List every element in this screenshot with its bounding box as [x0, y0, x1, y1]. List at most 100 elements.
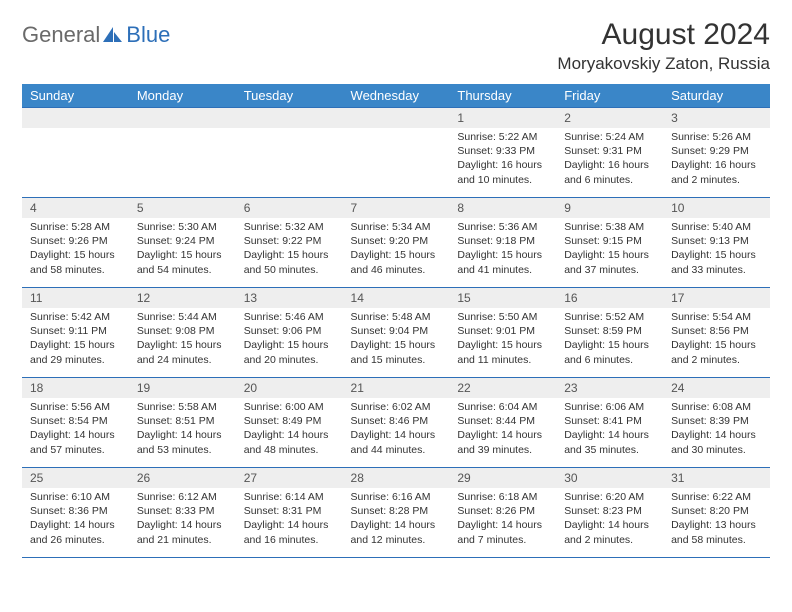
daylight-text: Daylight: 15 hours and 54 minutes.: [137, 248, 228, 276]
sunrise-text: Sunrise: 6:20 AM: [564, 490, 655, 504]
sunrise-text: Sunrise: 5:34 AM: [351, 220, 442, 234]
sunrise-text: Sunrise: 6:18 AM: [457, 490, 548, 504]
month-title: August 2024: [557, 18, 770, 52]
calendar-day-cell: 17Sunrise: 5:54 AMSunset: 8:56 PMDayligh…: [663, 288, 770, 378]
daylight-text: Daylight: 14 hours and 48 minutes.: [244, 428, 335, 456]
daylight-text: Daylight: 15 hours and 24 minutes.: [137, 338, 228, 366]
sunset-text: Sunset: 9:11 PM: [30, 324, 121, 338]
calendar-day-cell: 8Sunrise: 5:36 AMSunset: 9:18 PMDaylight…: [449, 198, 556, 288]
day-details: Sunrise: 6:08 AMSunset: 8:39 PMDaylight:…: [663, 398, 770, 461]
calendar-day-cell: 20Sunrise: 6:00 AMSunset: 8:49 PMDayligh…: [236, 378, 343, 468]
sunset-text: Sunset: 9:24 PM: [137, 234, 228, 248]
day-number: 3: [663, 108, 770, 128]
day-details: Sunrise: 5:36 AMSunset: 9:18 PMDaylight:…: [449, 218, 556, 281]
sunset-text: Sunset: 9:22 PM: [244, 234, 335, 248]
daylight-text: Daylight: 14 hours and 2 minutes.: [564, 518, 655, 546]
day-details: Sunrise: 5:58 AMSunset: 8:51 PMDaylight:…: [129, 398, 236, 461]
sunset-text: Sunset: 8:59 PM: [564, 324, 655, 338]
calendar-week-row: 11Sunrise: 5:42 AMSunset: 9:11 PMDayligh…: [22, 288, 770, 378]
calendar-day-cell: 14Sunrise: 5:48 AMSunset: 9:04 PMDayligh…: [343, 288, 450, 378]
sunset-text: Sunset: 9:13 PM: [671, 234, 762, 248]
day-details: Sunrise: 6:22 AMSunset: 8:20 PMDaylight:…: [663, 488, 770, 551]
calendar-day-cell: 10Sunrise: 5:40 AMSunset: 9:13 PMDayligh…: [663, 198, 770, 288]
sunrise-text: Sunrise: 6:10 AM: [30, 490, 121, 504]
logo-text-blue: Blue: [126, 22, 170, 48]
calendar-day-cell: 26Sunrise: 6:12 AMSunset: 8:33 PMDayligh…: [129, 468, 236, 558]
day-details: Sunrise: 6:18 AMSunset: 8:26 PMDaylight:…: [449, 488, 556, 551]
calendar-empty-cell: [129, 108, 236, 198]
daylight-text: Daylight: 15 hours and 58 minutes.: [30, 248, 121, 276]
day-number: 28: [343, 468, 450, 488]
sunset-text: Sunset: 8:56 PM: [671, 324, 762, 338]
calendar-day-cell: 11Sunrise: 5:42 AMSunset: 9:11 PMDayligh…: [22, 288, 129, 378]
day-details: Sunrise: 5:24 AMSunset: 9:31 PMDaylight:…: [556, 128, 663, 191]
day-details: Sunrise: 5:44 AMSunset: 9:08 PMDaylight:…: [129, 308, 236, 371]
daylight-text: Daylight: 15 hours and 11 minutes.: [457, 338, 548, 366]
calendar-day-cell: 23Sunrise: 6:06 AMSunset: 8:41 PMDayligh…: [556, 378, 663, 468]
sunrise-text: Sunrise: 5:58 AM: [137, 400, 228, 414]
calendar-week-row: 4Sunrise: 5:28 AMSunset: 9:26 PMDaylight…: [22, 198, 770, 288]
sunrise-text: Sunrise: 5:30 AM: [137, 220, 228, 234]
daylight-text: Daylight: 15 hours and 6 minutes.: [564, 338, 655, 366]
sunrise-text: Sunrise: 5:46 AM: [244, 310, 335, 324]
day-details: Sunrise: 5:34 AMSunset: 9:20 PMDaylight:…: [343, 218, 450, 281]
daylight-text: Daylight: 15 hours and 41 minutes.: [457, 248, 548, 276]
daylight-text: Daylight: 14 hours and 53 minutes.: [137, 428, 228, 456]
sunset-text: Sunset: 9:01 PM: [457, 324, 548, 338]
day-number: 2: [556, 108, 663, 128]
calendar-empty-cell: [236, 108, 343, 198]
day-details: Sunrise: 5:48 AMSunset: 9:04 PMDaylight:…: [343, 308, 450, 371]
sunrise-text: Sunrise: 6:02 AM: [351, 400, 442, 414]
daylight-text: Daylight: 15 hours and 29 minutes.: [30, 338, 121, 366]
day-number: 5: [129, 198, 236, 218]
day-details: Sunrise: 6:12 AMSunset: 8:33 PMDaylight:…: [129, 488, 236, 551]
sunset-text: Sunset: 9:15 PM: [564, 234, 655, 248]
sunrise-text: Sunrise: 5:26 AM: [671, 130, 762, 144]
sunrise-text: Sunrise: 5:48 AM: [351, 310, 442, 324]
calendar-day-cell: 9Sunrise: 5:38 AMSunset: 9:15 PMDaylight…: [556, 198, 663, 288]
header: General Blue August 2024 Moryakovskiy Za…: [22, 18, 770, 74]
day-number: 6: [236, 198, 343, 218]
sunrise-text: Sunrise: 6:12 AM: [137, 490, 228, 504]
day-number: 15: [449, 288, 556, 308]
day-details: Sunrise: 5:26 AMSunset: 9:29 PMDaylight:…: [663, 128, 770, 191]
calendar-day-cell: 6Sunrise: 5:32 AMSunset: 9:22 PMDaylight…: [236, 198, 343, 288]
sunrise-text: Sunrise: 5:56 AM: [30, 400, 121, 414]
day-number: 29: [449, 468, 556, 488]
day-number: 4: [22, 198, 129, 218]
day-details: Sunrise: 5:28 AMSunset: 9:26 PMDaylight:…: [22, 218, 129, 281]
sunrise-text: Sunrise: 5:40 AM: [671, 220, 762, 234]
sunrise-text: Sunrise: 5:44 AM: [137, 310, 228, 324]
calendar-day-cell: 4Sunrise: 5:28 AMSunset: 9:26 PMDaylight…: [22, 198, 129, 288]
day-number: 14: [343, 288, 450, 308]
sunset-text: Sunset: 8:44 PM: [457, 414, 548, 428]
calendar-day-cell: 21Sunrise: 6:02 AMSunset: 8:46 PMDayligh…: [343, 378, 450, 468]
sail-icon: [102, 26, 124, 44]
day-number: 1: [449, 108, 556, 128]
calendar-day-cell: 18Sunrise: 5:56 AMSunset: 8:54 PMDayligh…: [22, 378, 129, 468]
title-block: August 2024 Moryakovskiy Zaton, Russia: [557, 18, 770, 74]
sunrise-text: Sunrise: 5:52 AM: [564, 310, 655, 324]
day-number: 24: [663, 378, 770, 398]
logo-text-general: General: [22, 22, 100, 48]
sunrise-text: Sunrise: 5:22 AM: [457, 130, 548, 144]
calendar-day-cell: 22Sunrise: 6:04 AMSunset: 8:44 PMDayligh…: [449, 378, 556, 468]
calendar-day-cell: 30Sunrise: 6:20 AMSunset: 8:23 PMDayligh…: [556, 468, 663, 558]
daylight-text: Daylight: 15 hours and 46 minutes.: [351, 248, 442, 276]
daylight-text: Daylight: 14 hours and 44 minutes.: [351, 428, 442, 456]
sunset-text: Sunset: 8:39 PM: [671, 414, 762, 428]
daylight-text: Daylight: 14 hours and 21 minutes.: [137, 518, 228, 546]
sunset-text: Sunset: 8:41 PM: [564, 414, 655, 428]
calendar-week-row: 25Sunrise: 6:10 AMSunset: 8:36 PMDayligh…: [22, 468, 770, 558]
day-number: 10: [663, 198, 770, 218]
day-number: 21: [343, 378, 450, 398]
day-number: 16: [556, 288, 663, 308]
day-details: Sunrise: 5:40 AMSunset: 9:13 PMDaylight:…: [663, 218, 770, 281]
day-details: Sunrise: 5:56 AMSunset: 8:54 PMDaylight:…: [22, 398, 129, 461]
calendar-day-cell: 2Sunrise: 5:24 AMSunset: 9:31 PMDaylight…: [556, 108, 663, 198]
calendar-week-row: 1Sunrise: 5:22 AMSunset: 9:33 PMDaylight…: [22, 108, 770, 198]
day-number: 19: [129, 378, 236, 398]
calendar-day-cell: 27Sunrise: 6:14 AMSunset: 8:31 PMDayligh…: [236, 468, 343, 558]
calendar-day-cell: 24Sunrise: 6:08 AMSunset: 8:39 PMDayligh…: [663, 378, 770, 468]
day-details: Sunrise: 5:38 AMSunset: 9:15 PMDaylight:…: [556, 218, 663, 281]
